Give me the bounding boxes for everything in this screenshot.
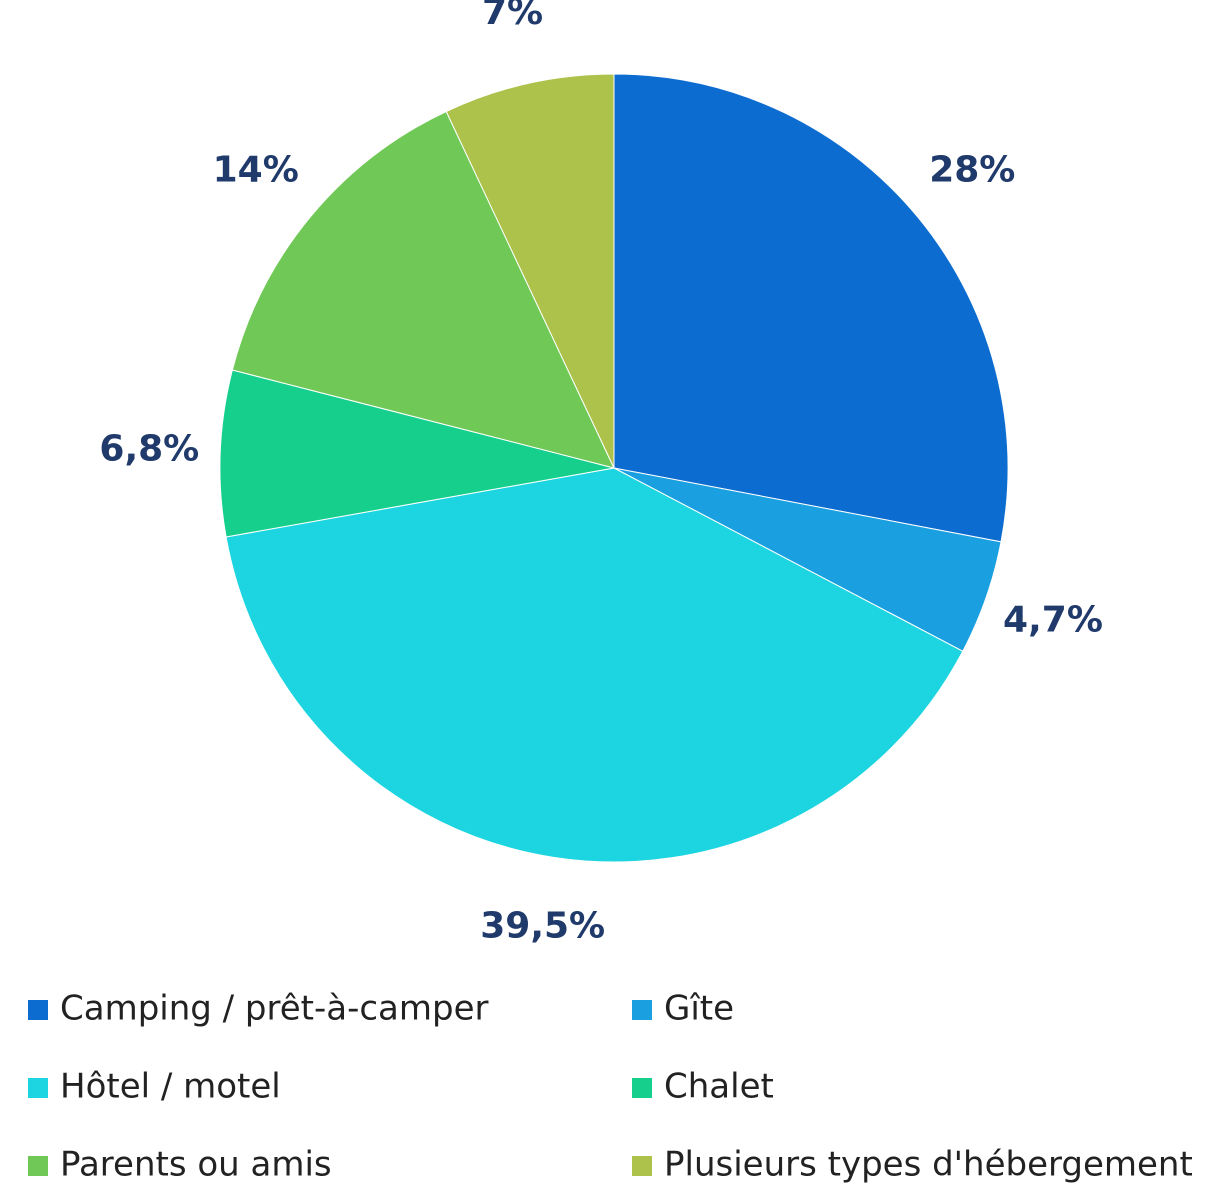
value-label: 7% — [482, 0, 543, 33]
legend-swatch — [632, 1000, 652, 1020]
pie-slice — [613, 73, 1009, 543]
legend-swatch — [28, 1000, 48, 1020]
legend-swatch — [632, 1078, 652, 1098]
pie-slice — [445, 73, 615, 469]
legend-label: Gîte — [664, 989, 734, 1029]
legend-swatch — [28, 1156, 48, 1176]
value-label: 14% — [213, 150, 299, 191]
pie-slice — [231, 110, 615, 469]
value-label: 39,5% — [480, 906, 605, 947]
legend-label: Plusieurs types d'hébergement — [664, 1145, 1193, 1185]
value-label: 28% — [929, 150, 1015, 191]
legend-label: Parents ou amis — [60, 1145, 332, 1185]
legend-label: Camping / prêt-à-camper — [60, 989, 489, 1029]
legend-label: Hôtel / motel — [60, 1067, 281, 1107]
legend-label: Chalet — [664, 1067, 774, 1107]
legend-swatch — [28, 1078, 48, 1098]
pie-slice — [219, 369, 615, 538]
value-label: 4,7% — [1003, 599, 1103, 640]
value-label: 6,8% — [99, 428, 199, 469]
pie-slice — [225, 467, 964, 863]
legend-swatch — [632, 1156, 652, 1176]
